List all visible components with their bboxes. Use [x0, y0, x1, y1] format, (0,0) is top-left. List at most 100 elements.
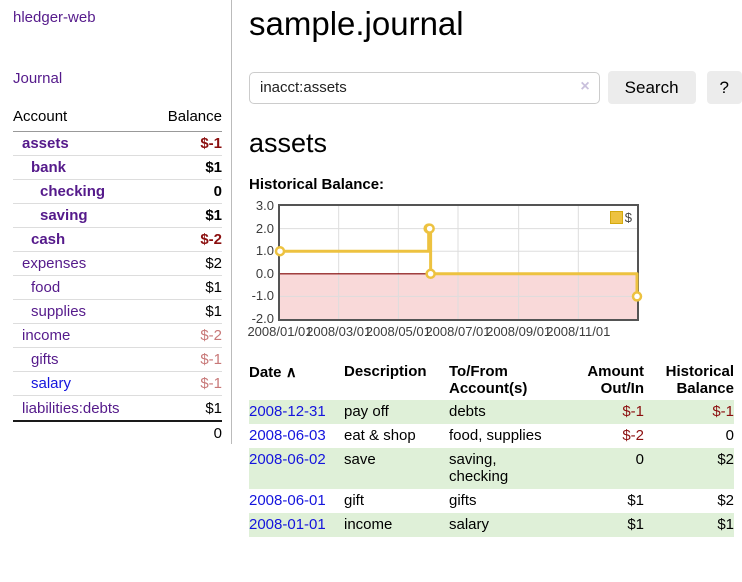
page-title: sample.journal	[249, 5, 464, 42]
transaction-accounts: debts	[449, 402, 486, 420]
account-link[interactable]: expenses	[22, 255, 87, 272]
transaction-description: save	[344, 450, 376, 468]
transaction-amount: $-1	[622, 402, 644, 420]
help-button[interactable]: ?	[706, 71, 742, 105]
transaction-description: gift	[344, 491, 365, 509]
transaction-balance: $1	[717, 515, 734, 533]
sidebar-account-supplies: supplies $1	[13, 300, 222, 324]
register-row: 2008-12-31 pay off debts $-1 $-1	[249, 399, 734, 424]
transaction-accounts: food, supplies	[449, 426, 542, 444]
transaction-accounts: saving, checking	[449, 450, 509, 485]
account-link[interactable]: supplies	[31, 303, 87, 320]
sidebar-account-bank: bank $1	[13, 156, 222, 180]
account-balance: $-2	[200, 327, 222, 344]
legend-label: $	[624, 209, 632, 225]
balance-column-header: Balance	[167, 108, 222, 125]
account-balance: $-1	[200, 351, 222, 368]
transaction-date-link[interactable]: 2008-01-01	[249, 515, 326, 533]
account-balance: $2	[205, 255, 222, 272]
sidebar-account-saving: saving $1	[13, 204, 222, 228]
sidebar-account-checking: checking 0	[13, 180, 222, 204]
account-link[interactable]: income	[22, 327, 71, 344]
clear-search-icon[interactable]: ×	[580, 77, 590, 95]
account-balance: $1	[205, 399, 222, 417]
transaction-date-link[interactable]: 2008-06-03	[249, 426, 326, 444]
account-link[interactable]: checking	[40, 183, 106, 200]
app-brand-link[interactable]: hledger-web	[13, 9, 96, 26]
sort-asc-icon: ∧	[285, 363, 297, 381]
legend-swatch-icon	[609, 210, 623, 224]
sidebar-account-liabilities-debts: liabilities:debts $1	[13, 396, 222, 420]
description-column-header: Description	[344, 362, 427, 380]
account-link[interactable]: bank	[31, 159, 67, 176]
x-axis-tick-label: 2008/07/01	[425, 323, 491, 339]
transaction-balance: $2	[717, 491, 734, 509]
account-link[interactable]: salary	[31, 375, 72, 392]
register-row: 2008-06-01 gift gifts $1 $2	[249, 489, 734, 513]
account-column-header: Account	[13, 108, 68, 125]
search-box: ×	[249, 71, 600, 104]
x-axis-tick-label: 2008/05/01	[365, 323, 431, 339]
transaction-amount: $-2	[622, 426, 644, 444]
account-balance: $-1	[200, 375, 222, 392]
historical-column-header: Historical Balance	[665, 362, 734, 397]
y-axis-tick-label: -2.0	[251, 310, 274, 326]
sidebar-account-salary: salary $-1	[13, 372, 222, 396]
transaction-amount: $1	[627, 515, 644, 533]
y-axis-tick-label: 0.0	[255, 265, 274, 281]
account-balance: 0	[213, 183, 222, 200]
sidebar-account-income: income $-2	[13, 324, 222, 348]
sidebar-account-food: food $1	[13, 276, 222, 300]
transaction-balance: $2	[717, 450, 734, 468]
transaction-description: eat & shop	[344, 426, 416, 444]
chart-legend: $	[609, 209, 632, 225]
chart-plot-area: $	[274, 203, 643, 321]
transaction-amount: 0	[635, 450, 644, 468]
account-balance: $-1	[200, 135, 222, 152]
account-balance: $1	[205, 279, 222, 296]
register-table: Date ∧ Description To/From Account(s) Am…	[249, 361, 734, 537]
transaction-description: income	[344, 515, 393, 533]
transaction-balance: 0	[725, 426, 734, 444]
chart-plot-svg	[274, 205, 643, 319]
register-row: 2008-06-02 save saving, checking 0 $2	[249, 447, 734, 489]
account-link[interactable]: assets	[22, 135, 69, 152]
account-balance: $-2	[200, 231, 222, 248]
accounts-table: Account Balance assets $-1 bank $1 check…	[13, 106, 222, 444]
sidebar-item-journal[interactable]: Journal	[13, 70, 63, 87]
account-link[interactable]: liabilities:debts	[22, 399, 120, 417]
account-link[interactable]: food	[31, 279, 61, 296]
transaction-date-link[interactable]: 2008-12-31	[249, 402, 326, 420]
transaction-balance: $-1	[712, 402, 734, 420]
account-link[interactable]: cash	[31, 231, 66, 248]
tofrom-column-header: To/From Account(s)	[449, 362, 528, 397]
search-input[interactable]	[249, 71, 600, 104]
y-axis-tick-label: 1.0	[255, 243, 274, 259]
account-link[interactable]: gifts	[31, 351, 59, 368]
transaction-date-link[interactable]: 2008-06-01	[249, 491, 326, 509]
search-form: × Search ?	[249, 71, 742, 105]
y-axis-tick-label: 3.0	[255, 197, 274, 213]
x-axis-tick-label: 2008/09/01	[486, 323, 552, 339]
account-balance: $1	[205, 159, 222, 176]
account-link[interactable]: saving	[40, 207, 88, 224]
sidebar-account-gifts: gifts $-1	[13, 348, 222, 372]
register-row: 2008-01-01 income salary $1 $1	[249, 512, 734, 537]
y-axis-tick-label: -1.0	[251, 288, 274, 304]
account-balance: $1	[205, 207, 222, 224]
date-column-header[interactable]: Date ∧	[249, 363, 297, 381]
x-axis-tick-label: 2008/03/01	[306, 323, 372, 339]
main-content: sample.journal × Search ? assets Histori…	[247, 0, 742, 537]
transaction-date-link[interactable]: 2008-06-02	[249, 450, 326, 468]
sidebar-account-assets: assets $-1	[13, 132, 222, 156]
transaction-accounts: salary	[449, 515, 490, 533]
y-axis-tick-label: 2.0	[255, 220, 274, 236]
sidebar: hledger-web Journal Account Balance asse…	[0, 0, 232, 444]
register-header-row: Date ∧ Description To/From Account(s) Am…	[249, 361, 734, 400]
sidebar-account-cash: cash $-2	[13, 228, 222, 252]
register-row: 2008-06-03 eat & shop food, supplies $-2…	[249, 424, 734, 448]
transaction-amount: $1	[627, 491, 644, 509]
accounts-total-row: 0	[13, 420, 222, 444]
chart-x-labels: 2008/01/01 2008/03/01 2008/05/01 2008/07/01…	[247, 323, 637, 339]
search-button[interactable]: Search	[607, 71, 696, 105]
